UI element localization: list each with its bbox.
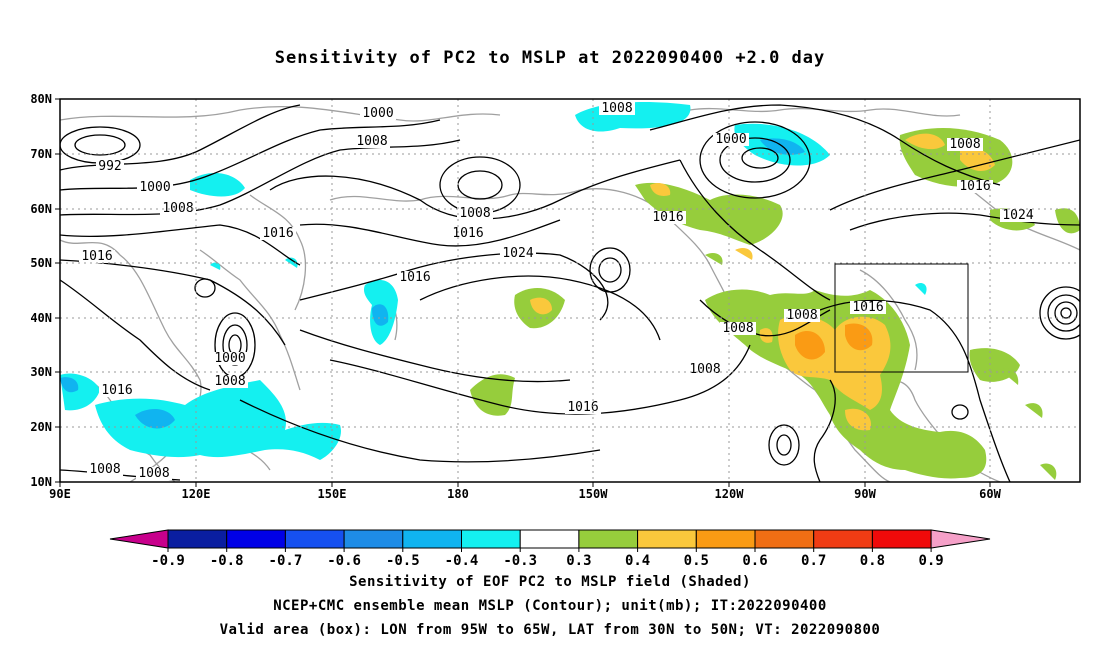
gridlines [60, 99, 1080, 482]
latitude-axis: 80N 70N 60N 50N 40N 30N 20N 10N [30, 92, 60, 489]
contour-label: 1008 [356, 134, 387, 149]
caption-line-2: NCEP+CMC ensemble mean MSLP (Contour); u… [273, 598, 827, 614]
colorbar-label: -0.5 [386, 553, 420, 569]
lon-tick-label: 150W [579, 487, 609, 501]
colorbar-label: 0.4 [625, 553, 650, 569]
lat-tick-label: 40N [30, 311, 52, 325]
colorbar-segment [754, 529, 815, 549]
lon-tick-label: 150E [318, 487, 347, 501]
contour-label: 1016 [852, 300, 883, 315]
valid-area-box [834, 263, 969, 373]
contour-label: 1000 [139, 180, 170, 195]
contour-label: 1008 [138, 466, 169, 481]
lat-tick-label: 80N [30, 92, 52, 106]
colorbar-label: -0.9 [151, 553, 185, 569]
colorbar-segment [578, 529, 639, 549]
contour-label: 1024 [1002, 208, 1033, 223]
contour-label: 1016 [399, 270, 430, 285]
colorbar-label: -0.8 [210, 553, 244, 569]
colorbar-segment [343, 529, 404, 549]
contour-label: 1008 [722, 321, 753, 336]
lon-tick-label: 90E [49, 487, 71, 501]
colorbar-label: -0.6 [327, 553, 361, 569]
colorbar-segment [167, 529, 228, 549]
map-frame [59, 98, 1081, 483]
colorbar-segment [519, 529, 580, 549]
caption-line-1: Sensitivity of EOF PC2 to MSLP field (Sh… [349, 574, 751, 590]
contour-label: 1016 [652, 210, 683, 225]
colorbar-segment [284, 529, 345, 549]
sensitivity-shading [60, 102, 1080, 480]
contour-label: 1008 [214, 374, 245, 389]
lat-tick-label: 70N [30, 147, 52, 161]
colorbar-label: 0.3 [566, 553, 591, 569]
lat-tick-label: 30N [30, 365, 52, 379]
lon-tick-label: 60W [979, 487, 1001, 501]
lon-tick-label: 180 [447, 487, 469, 501]
colorbar-label: 0.5 [684, 553, 709, 569]
colorbar-label: 0.9 [918, 553, 943, 569]
colorbar-label: -0.3 [503, 553, 537, 569]
contour-label: 1008 [949, 137, 980, 152]
contour-label: 1016 [959, 179, 990, 194]
contour-label: 1016 [262, 226, 293, 241]
colorbar-label: 0.7 [801, 553, 826, 569]
colorbar-segment [871, 529, 932, 549]
colorbar-min-arrow [109, 529, 169, 549]
contour-label: 992 [98, 159, 121, 174]
colorbar-segment [637, 529, 697, 549]
colorbar-label: -0.4 [445, 553, 479, 569]
contour-label: 1016 [567, 400, 598, 415]
colorbar-label: 0.6 [742, 553, 767, 569]
colorbar-label: -0.7 [269, 553, 303, 569]
colorbar: -0.9 -0.8 -0.7 -0.6 -0.5 -0.4 -0.3 0.3 0.4 0.5 0.6… [109, 529, 991, 569]
lat-tick-label: 20N [30, 420, 52, 434]
colorbar-segment [226, 529, 286, 549]
contour-label: 1008 [689, 362, 720, 377]
colorbar-segment [461, 529, 521, 549]
contour-label: 1008 [89, 462, 120, 477]
colorbar-segment [402, 529, 462, 549]
lat-tick-label: 50N [30, 256, 52, 270]
colorbar-segment [695, 529, 756, 549]
lat-tick-label: 60N [30, 202, 52, 216]
colorbar-segment [813, 529, 873, 549]
contour-label: 1008 [786, 308, 817, 323]
contour-label: 1016 [452, 226, 483, 241]
colorbar-label: 0.8 [860, 553, 885, 569]
contour-label: 1000 [362, 106, 393, 121]
map-title: Sensitivity of PC2 to MSLP at 2022090400… [274, 48, 826, 68]
lon-tick-label: 120E [182, 487, 211, 501]
contour-label: 1008 [162, 201, 193, 216]
contour-label: 1008 [459, 206, 490, 221]
contour-label: 1000 [715, 132, 746, 147]
colorbar-max-arrow [930, 529, 991, 549]
lon-tick-label: 120W [715, 487, 745, 501]
contour-label: 1016 [101, 383, 132, 398]
lon-tick-label: 90W [854, 487, 876, 501]
contour-label: 1008 [601, 101, 632, 116]
contour-labels: 992 1000 1008 1016 1000 1008 1008 1016 1016 1000 1… [79, 101, 1036, 481]
lat-tick-label: 10N [30, 475, 52, 489]
contour-label: 1016 [81, 249, 112, 264]
longitude-axis: 90E 120E 150E 180 150W 120W 90W 60W [49, 482, 1002, 501]
contour-label: 1024 [502, 246, 533, 261]
contour-label: 1000 [214, 351, 245, 366]
caption-line-3: Valid area (box): LON from 95W to 65W, L… [219, 622, 881, 638]
